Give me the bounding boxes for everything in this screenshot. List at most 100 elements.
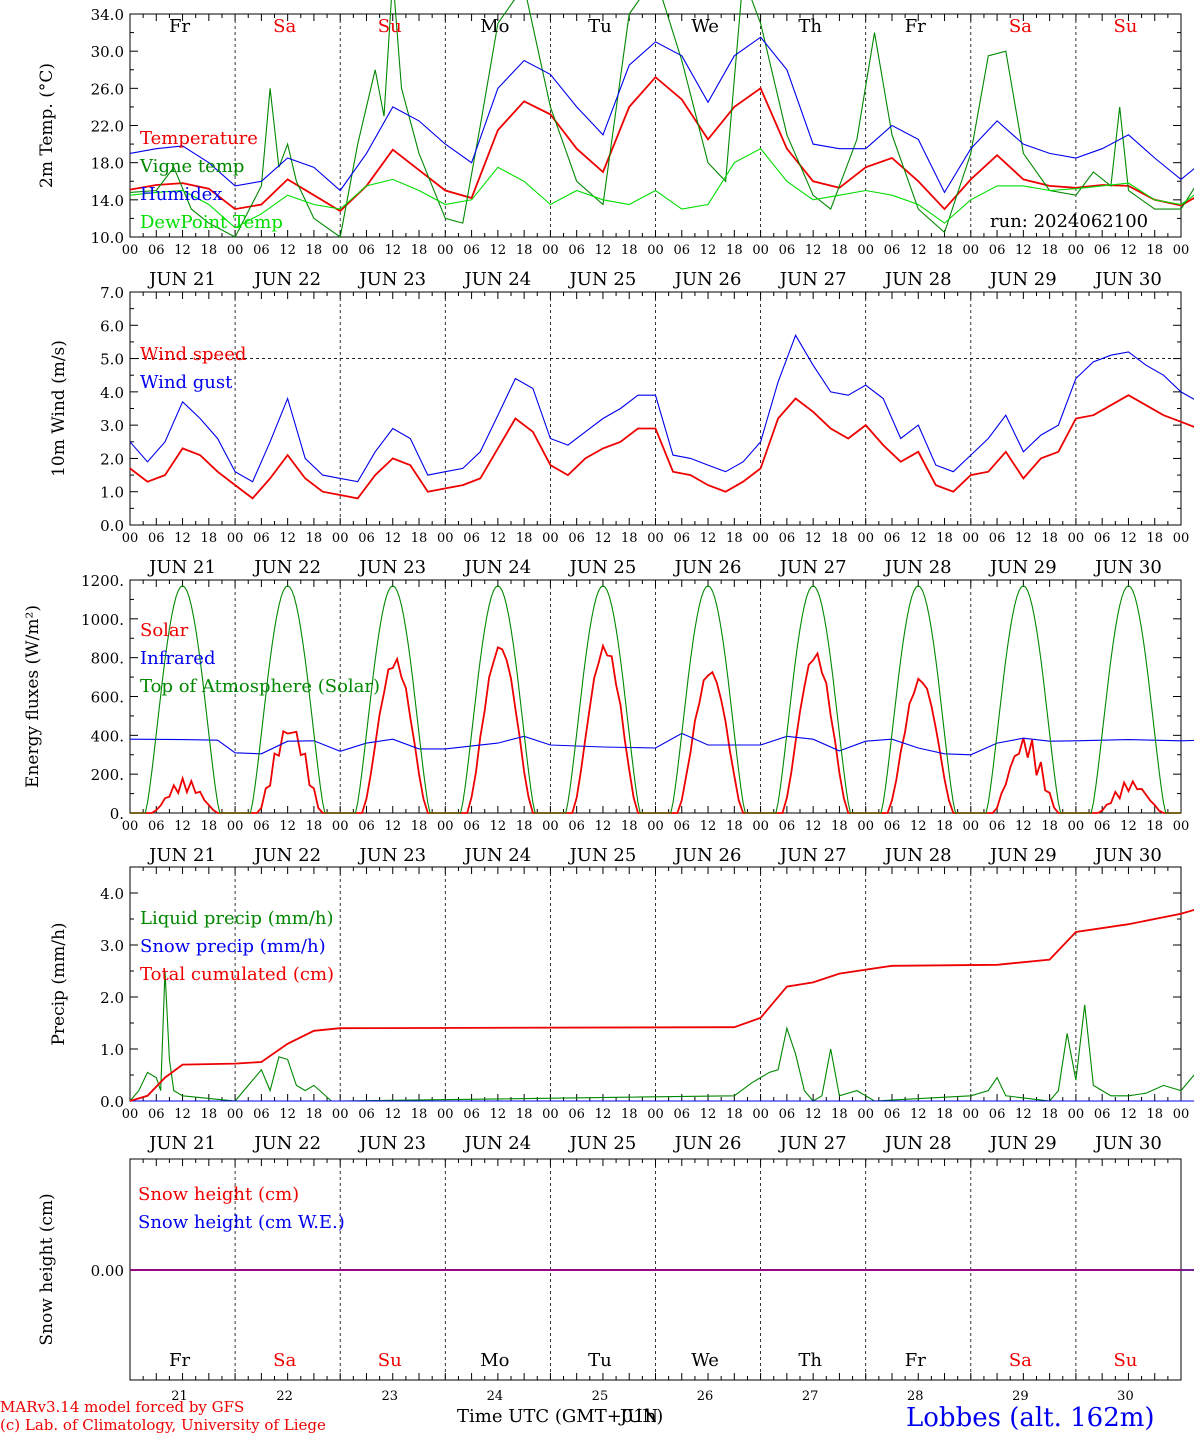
hour-label: 12: [174, 1107, 191, 1122]
hour-label: 06: [989, 819, 1006, 834]
hour-label: 18: [306, 243, 323, 258]
hour-label: 00: [122, 243, 139, 258]
hour-label: 18: [411, 819, 428, 834]
hour-label: 06: [463, 1107, 480, 1122]
y-tick-label: 5.0: [100, 351, 124, 369]
hour-label: 12: [700, 819, 717, 834]
hour-label: 06: [358, 819, 375, 834]
hour-label: 06: [148, 531, 165, 546]
hour-label: 12: [1120, 1107, 1137, 1122]
y-tick-label: 2.0: [100, 450, 124, 468]
hour-label: 06: [884, 819, 901, 834]
hour-label: 18: [201, 1107, 218, 1122]
series-line-wind-gust: [129, 334, 1194, 483]
date-label: JUN 30: [1093, 845, 1162, 866]
hour-label: 06: [779, 531, 796, 546]
hour-label: 18: [1041, 531, 1058, 546]
date-label: JUN 23: [357, 269, 426, 290]
hour-label: 18: [306, 819, 323, 834]
hour-label: 18: [936, 243, 953, 258]
date-label: JUN 22: [252, 845, 321, 866]
hour-label: 00: [542, 531, 559, 546]
weekday-label: Su: [1113, 1350, 1137, 1371]
hour-label: 06: [1094, 243, 1111, 258]
weekday-label: Fr: [169, 16, 190, 37]
y-tick-label: 1000.: [81, 611, 124, 629]
date-label: JUN 30: [1093, 557, 1162, 578]
weekday-label: Mo: [480, 16, 509, 37]
hour-label: 12: [805, 819, 822, 834]
y-axis-title: Precip (mm/h): [49, 922, 69, 1045]
date-label: JUN 21: [147, 557, 216, 578]
day-number-label: 24: [487, 1389, 504, 1404]
date-label: JUN 24: [462, 1133, 531, 1154]
hour-label: 00: [857, 243, 874, 258]
weekday-label: Fr: [169, 1350, 190, 1371]
y-tick-label: 22.0: [91, 118, 124, 136]
hour-label: 12: [595, 1107, 612, 1122]
date-label: JUN 21: [147, 1133, 216, 1154]
hour-label: 00: [857, 1107, 874, 1122]
hour-label: 12: [490, 819, 507, 834]
hour-label: 06: [463, 819, 480, 834]
date-label: JUN 29: [988, 845, 1057, 866]
hour-label: 18: [831, 1107, 848, 1122]
hour-label: 00: [752, 531, 769, 546]
y-tick-label: 14.0: [91, 192, 124, 210]
hour-label: 12: [490, 1107, 507, 1122]
hour-label: 18: [831, 243, 848, 258]
date-label: JUN 28: [883, 557, 952, 578]
day-number-label: 26: [697, 1389, 714, 1404]
weekday-label: Sa: [1009, 16, 1032, 37]
y-axis-title: 2m Temp. (°C): [37, 63, 57, 188]
hour-label: 12: [1120, 243, 1137, 258]
hour-label: 06: [148, 243, 165, 258]
hour-label: 12: [279, 531, 296, 546]
hour-label: 00: [1068, 243, 1085, 258]
y-tick-label: 6.0: [100, 317, 124, 335]
hour-label: 00: [647, 819, 664, 834]
hour-label: 00: [752, 1107, 769, 1122]
date-label: JUN 25: [568, 1133, 637, 1154]
hour-label: 06: [674, 819, 691, 834]
weekday-label: Sa: [273, 1350, 296, 1371]
weekday-label: Sa: [273, 16, 296, 37]
hour-label: 12: [384, 531, 401, 546]
day-number-label: 23: [381, 1389, 398, 1404]
y-tick-label: 34.0: [91, 6, 124, 24]
hour-label: 06: [568, 1107, 585, 1122]
weekday-label: Fr: [905, 16, 926, 37]
legend-entry: Snow height (cm): [138, 1184, 299, 1205]
hour-label: 12: [1015, 243, 1032, 258]
date-label: JUN 27: [778, 557, 847, 578]
hour-label: 12: [805, 1107, 822, 1122]
hour-label: 12: [1120, 531, 1137, 546]
hour-label: 18: [516, 819, 533, 834]
hour-label: 18: [936, 819, 953, 834]
hour-label: 18: [726, 531, 743, 546]
location-label: Lobbes (alt. 162m): [906, 1403, 1155, 1433]
hour-label: 00: [963, 819, 980, 834]
hour-label: 18: [831, 819, 848, 834]
series-line-temperature: [129, 75, 1194, 213]
day-number-label: 27: [802, 1389, 819, 1404]
hour-label: 18: [726, 1107, 743, 1122]
y-tick-label: 3.0: [100, 417, 124, 435]
hour-label: 18: [621, 1107, 638, 1122]
hour-label: 06: [253, 243, 270, 258]
y-tick-label: 7.0: [100, 284, 124, 302]
hour-label: 12: [910, 531, 927, 546]
y-tick-label: 0.: [110, 805, 124, 823]
date-label: JUN 26: [673, 1133, 742, 1154]
hour-label: 18: [621, 531, 638, 546]
y-tick-label: 0.00: [91, 1262, 124, 1280]
y-tick-label: 0.0: [100, 1093, 124, 1111]
date-label: JUN 30: [1093, 269, 1162, 290]
series-line-total-cumulated-cm-: [129, 908, 1194, 1102]
hour-label: 00: [647, 243, 664, 258]
hour-label: 18: [201, 243, 218, 258]
hour-label: 18: [621, 243, 638, 258]
hour-label: 12: [384, 1107, 401, 1122]
model-line: MARv3.14 model forced by GFS: [0, 1398, 245, 1416]
hour-label: 00: [1068, 1107, 1085, 1122]
